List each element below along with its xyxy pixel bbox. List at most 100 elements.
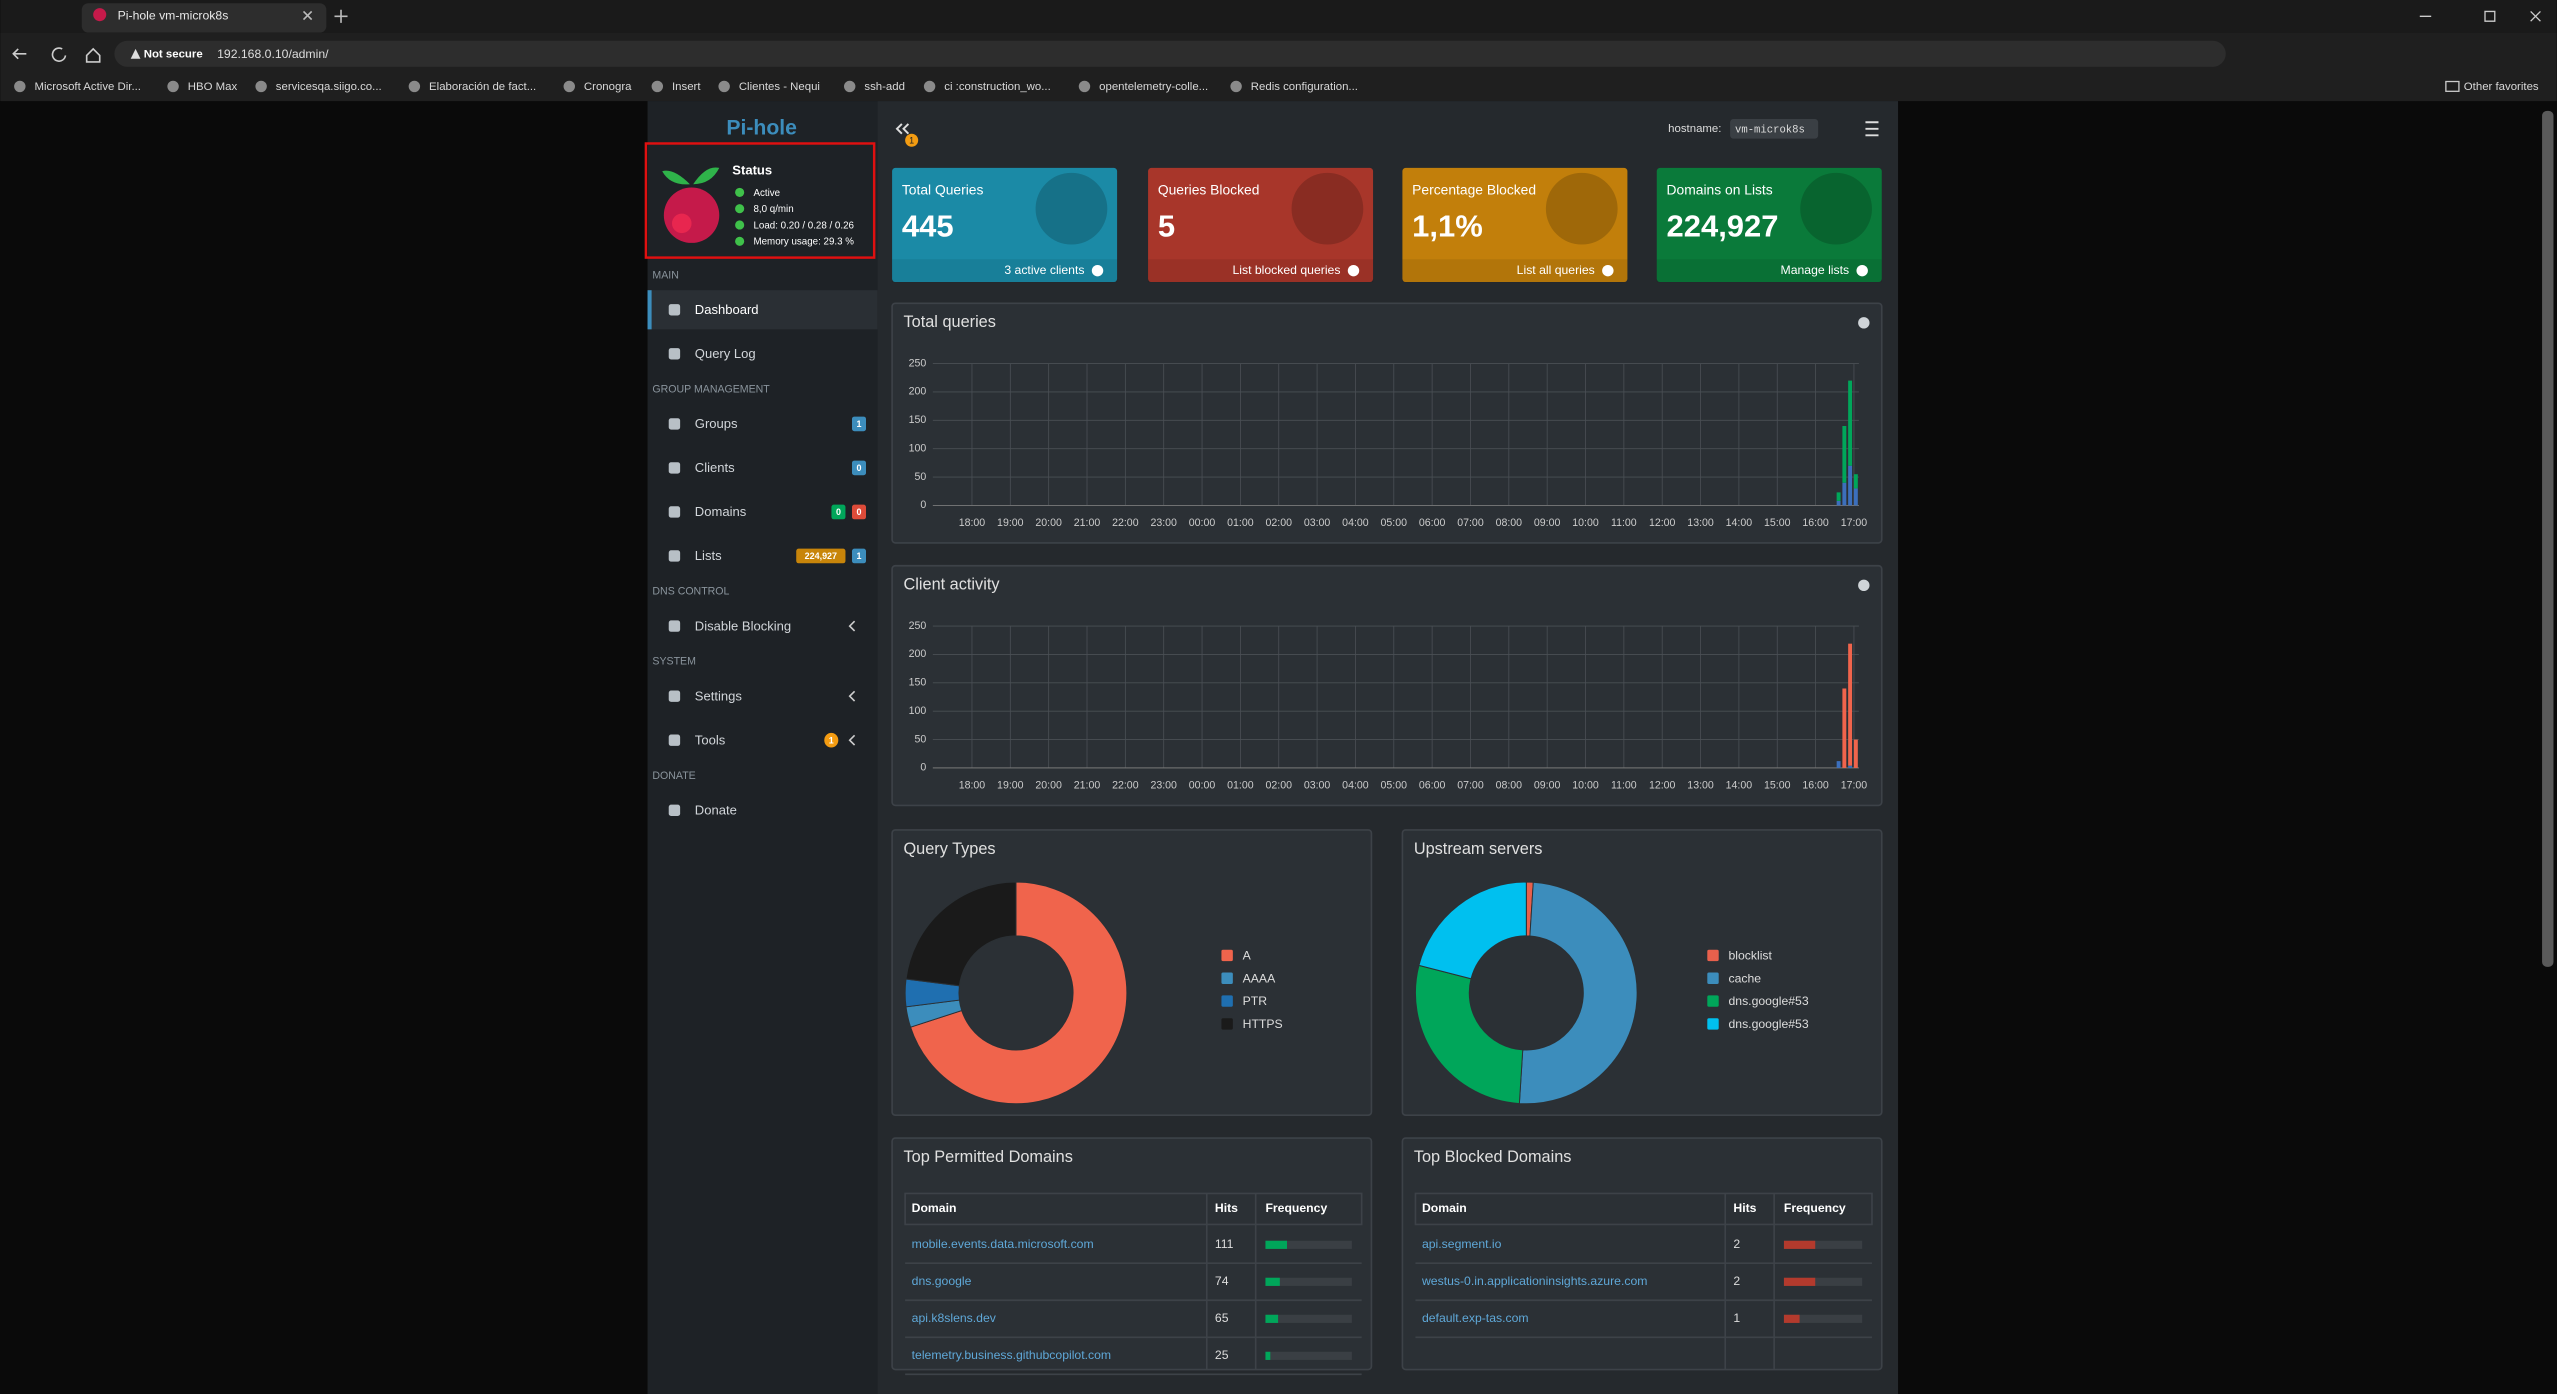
column-header: Hits: [1733, 1201, 1756, 1215]
bookmark[interactable]: servicesqa.siigo.co...: [276, 81, 382, 93]
legend-checkbox[interactable]: [1221, 995, 1233, 1007]
menu-item[interactable]: Query Log: [695, 346, 756, 361]
stat-link[interactable]: 3 active clients: [1004, 263, 1084, 277]
stat-value: 224,927: [1667, 208, 1779, 243]
column-header: Domain: [1422, 1201, 1467, 1215]
menu-toggle[interactable]: [1865, 121, 1879, 137]
status-item: Memory usage: 29.3 %: [754, 237, 855, 248]
bookmark[interactable]: Elaboración de fact...: [429, 81, 536, 93]
bookmark-icon: [843, 80, 856, 93]
badge: [851, 460, 867, 476]
bar: [1853, 739, 1858, 768]
menu-item[interactable]: Donate: [695, 803, 737, 818]
status-panel: [644, 142, 876, 259]
badge-text: 1: [857, 551, 862, 561]
y-tick-label: 150: [909, 414, 927, 426]
x-tick-label: 20:00: [1035, 517, 1062, 529]
domain-link[interactable]: api.segment.io: [1422, 1237, 1502, 1251]
legend-checkbox[interactable]: [1707, 972, 1719, 984]
bookmark-icon: [14, 80, 26, 93]
domain-link[interactable]: dns.google: [912, 1274, 972, 1288]
tab-title: Pi-hole vm-microk8s: [118, 9, 229, 23]
address-bar[interactable]: [114, 40, 2226, 67]
x-tick-label: 20:00: [1035, 780, 1062, 792]
stat-link[interactable]: List blocked queries: [1232, 263, 1340, 277]
brand: Pi-hole: [726, 116, 797, 139]
stat-link-icon: [1091, 264, 1104, 277]
legend-checkbox[interactable]: [1221, 949, 1233, 962]
chart-title: Upstream servers: [1414, 840, 1543, 858]
stat-icon: [1291, 172, 1364, 245]
bookmark[interactable]: HBO Max: [188, 81, 238, 93]
menu-item[interactable]: Disable Blocking: [695, 618, 791, 633]
domain-link[interactable]: westus-0.in.applicationinsights.azure.co…: [1421, 1274, 1647, 1288]
bookmark[interactable]: Cronogra: [584, 81, 632, 93]
bookmark[interactable]: Clientes - Nequi: [739, 81, 820, 93]
tab-close[interactable]: [302, 10, 313, 21]
bookmark[interactable]: Insert: [672, 81, 701, 93]
hits: 111: [1215, 1237, 1234, 1251]
collapse-icon[interactable]: [895, 123, 910, 135]
stat-box: [1148, 167, 1374, 283]
stat-link[interactable]: Manage lists: [1781, 263, 1850, 277]
stat-link-icon: [1347, 264, 1360, 277]
bookmark-icon: [408, 80, 421, 93]
column-header: Frequency: [1265, 1201, 1327, 1215]
x-tick-label: 02:00: [1265, 517, 1292, 529]
menu-item[interactable]: Groups: [695, 416, 738, 431]
menu-item[interactable]: Clients: [695, 460, 735, 475]
nav-buttons[interactable]: [12, 47, 101, 63]
domain-link[interactable]: api.k8slens.dev: [912, 1311, 997, 1325]
table-header: [1414, 1192, 1873, 1226]
x-tick-label: 23:00: [1150, 517, 1177, 529]
legend-checkbox[interactable]: [1707, 1018, 1719, 1030]
menu-item[interactable]: Lists: [695, 548, 722, 563]
legend-checkbox[interactable]: [1221, 972, 1233, 984]
x-tick-label: 17:00: [1841, 517, 1868, 529]
frequency-track: [1783, 1314, 1863, 1323]
new-tab[interactable]: [334, 9, 348, 23]
menu-section: DNS CONTROL: [652, 586, 729, 598]
column-header: Frequency: [1784, 1201, 1846, 1215]
y-tick-label: 150: [909, 677, 927, 689]
bookmark[interactable]: ci :construction_wo...: [944, 81, 1051, 93]
x-tick-label: 19:00: [997, 517, 1024, 529]
y-tick-label: 0: [920, 499, 926, 511]
domain-link[interactable]: mobile.events.data.microsoft.com: [912, 1237, 1094, 1251]
frequency-bar: [1265, 1314, 1279, 1323]
bookmark[interactable]: opentelemetry-colle...: [1099, 81, 1208, 93]
legend-checkbox[interactable]: [1221, 1018, 1233, 1030]
menu-icon: [668, 734, 681, 746]
menu-item[interactable]: Tools: [695, 732, 726, 747]
stat-footer: [1402, 259, 1628, 283]
stat-icon: [1800, 172, 1872, 245]
menu-icon: [668, 690, 681, 702]
legend-checkbox[interactable]: [1707, 995, 1719, 1007]
x-tick-label: 18:00: [959, 780, 986, 792]
menu-item[interactable]: Settings: [695, 688, 743, 703]
window-controls[interactable]: [2419, 10, 2541, 22]
bookmark[interactable]: ssh-add: [864, 81, 905, 93]
stat-link[interactable]: List all queries: [1517, 263, 1595, 277]
status-title: Status: [732, 163, 772, 178]
domain-link[interactable]: default.exp-tas.com: [1422, 1311, 1529, 1325]
menu-section: MAIN: [652, 269, 678, 281]
active-tab[interactable]: [81, 3, 327, 33]
menu-item[interactable]: Dashboard: [695, 302, 759, 317]
x-tick-label: 14:00: [1726, 517, 1753, 529]
bookmark[interactable]: Redis configuration...: [1251, 81, 1358, 93]
notification-badge: [905, 133, 919, 147]
tab-favicon: [93, 8, 107, 22]
x-tick-label: 05:00: [1381, 780, 1408, 792]
domain-link[interactable]: telemetry.business.githubcopilot.com: [912, 1348, 1111, 1362]
logo-berry: [663, 187, 720, 243]
x-tick-label: 14:00: [1726, 780, 1753, 792]
x-tick-label: 06:00: [1419, 780, 1446, 792]
hits: 2: [1733, 1237, 1740, 1251]
bookmark[interactable]: Microsoft Active Dir...: [34, 81, 140, 93]
menu-icon: [668, 462, 681, 474]
panel: [891, 1137, 1373, 1371]
chevron: [848, 734, 856, 746]
menu-item[interactable]: Domains: [695, 504, 747, 519]
legend-checkbox[interactable]: [1707, 949, 1719, 962]
